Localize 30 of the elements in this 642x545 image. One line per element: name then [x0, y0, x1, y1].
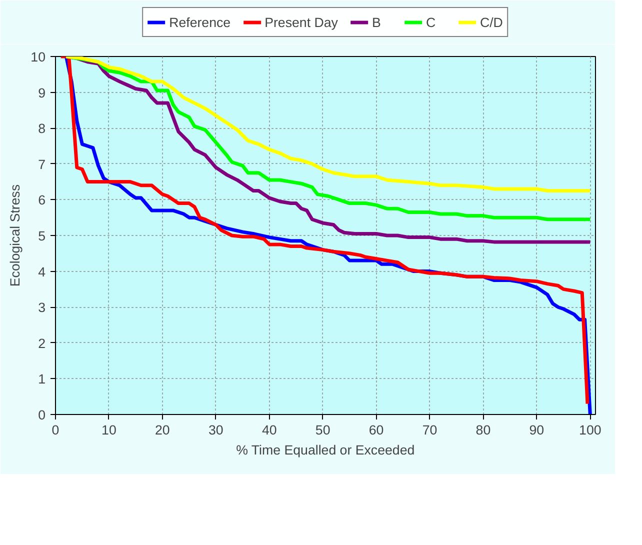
legend-label: Present Day	[264, 14, 338, 30]
x-tick-label: 20	[155, 422, 170, 438]
y-tick-label: 5	[38, 228, 46, 244]
x-tick-label: 30	[208, 422, 224, 438]
y-tick-label: 8	[38, 121, 46, 136]
x-tick-label: 90	[529, 422, 544, 438]
legend-label: C	[426, 14, 437, 30]
x-tick-label: 60	[368, 422, 384, 438]
y-tick-label: 2	[38, 336, 46, 351]
legend-label: Reference	[169, 14, 231, 30]
x-tick-label: 70	[422, 422, 438, 438]
y-tick-label: 10	[30, 50, 46, 64]
x-tick-label: 80	[476, 422, 491, 438]
y-tick-label: 3	[38, 300, 46, 316]
y-tick-label: 6	[38, 192, 46, 208]
legend-label: C/D	[480, 14, 503, 30]
x-tick-label: 100	[579, 422, 602, 438]
legend-label: B	[372, 14, 382, 30]
x-tick-label: 10	[102, 422, 116, 438]
y-axis-title: Ecological Stress	[8, 184, 23, 287]
y-tick-label: 1	[38, 372, 46, 387]
y-tick-label: 7	[38, 156, 46, 172]
y-tick-label: 0	[38, 408, 46, 422]
y-tick-label: 9	[38, 85, 46, 100]
x-axis-title: % Time Equalled or Exceeded	[236, 442, 415, 458]
x-tick-label: 50	[315, 422, 330, 438]
x-tick-label: 40	[262, 422, 277, 438]
y-tick-label: 4	[38, 264, 46, 280]
x-tick-label: 0	[52, 422, 60, 438]
line-series	[64, 56, 592, 192]
